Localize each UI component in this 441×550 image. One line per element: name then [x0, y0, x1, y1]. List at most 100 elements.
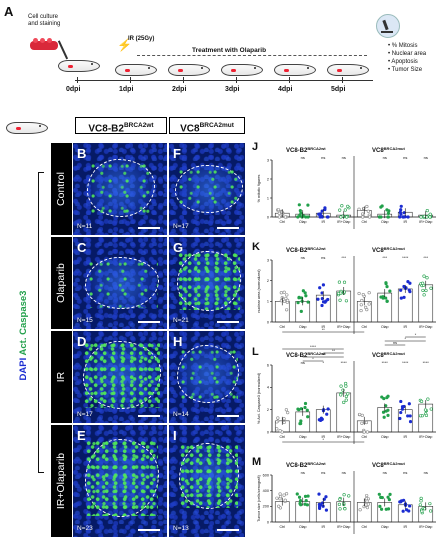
- chart-bracket-label: *: [312, 357, 314, 361]
- chart-data-point: [408, 504, 412, 508]
- charts-svg: J VC8-B2BRCA2wt VC8BRCA2mut 0 1 2 3 % mitotic f…: [252, 141, 436, 534]
- chart-x-tick-label: IR: [321, 525, 325, 529]
- chart-data-point: [278, 492, 282, 496]
- chart-data-point: [402, 284, 406, 289]
- chart-data-point: [299, 503, 303, 507]
- chart-x-tick-label: IR: [321, 220, 325, 224]
- chart-data-point: [277, 215, 282, 219]
- chart-data-point: [278, 495, 283, 499]
- setup-label: Cell culture and staining: [28, 14, 61, 27]
- microscope-icon: [376, 14, 400, 38]
- chart-x-tick-label: IR+Olap: [419, 525, 432, 529]
- chart-data-point: [306, 494, 310, 498]
- chart-data-point: [299, 211, 303, 215]
- chart-y-tick-label: 400: [263, 489, 269, 493]
- chart-data-point: [344, 381, 348, 386]
- chart-data-point: [285, 308, 289, 312]
- chart-data-point: [297, 407, 301, 412]
- chart-significance-label: ****: [423, 360, 430, 365]
- chart-data-point: [303, 401, 308, 406]
- chart-significance-label: ns: [321, 255, 325, 260]
- chart-data-point: [422, 293, 426, 297]
- chart-data-point: [360, 298, 364, 303]
- zebrafish-xenograft-icon: [6, 122, 48, 134]
- chart-data-point: [399, 399, 403, 404]
- chart-y-tick-label: 4: [267, 386, 269, 390]
- chart-data-point: [428, 212, 432, 216]
- chart-data-point: [388, 289, 392, 293]
- chart-data-point: [401, 215, 405, 219]
- chart-data-point: [343, 208, 347, 212]
- chart-data-point: [377, 492, 381, 496]
- chart-data-point: [399, 212, 403, 216]
- chart-data-point: [379, 507, 384, 511]
- timeline-tick: [130, 77, 131, 83]
- chart-y-tick-label: 2: [267, 177, 269, 181]
- chart-data-point: [406, 215, 410, 219]
- chart-data-point: [408, 420, 413, 424]
- chart-data-point: [429, 407, 433, 411]
- chart-data-point: [377, 215, 382, 219]
- chart-bracket-label: ****: [310, 345, 316, 349]
- chart-data-point: [276, 416, 280, 420]
- chart-data-point: [303, 494, 308, 498]
- chart-x-tick-label: IR+Olap: [337, 435, 350, 439]
- chart-data-point: [361, 215, 365, 219]
- chart-data-point: [359, 303, 363, 307]
- chart-data-point: [401, 509, 405, 513]
- column-title-mut: VC8BRCA2mut: [169, 117, 245, 134]
- chart-data-point: [323, 207, 327, 212]
- chart-data-point: [320, 417, 324, 421]
- chart-data-point: [365, 204, 369, 209]
- chart-x-tick-label: IR: [321, 435, 325, 439]
- chart-significance-label: ns: [424, 470, 428, 475]
- chart-x-tick-label: Ctrl: [279, 525, 285, 529]
- chart-data-point: [425, 276, 429, 280]
- chart-y-label: nuclear area (normalized): [257, 269, 261, 313]
- chart-data-point: [367, 302, 371, 306]
- chart-y-label: Tumor size (cells/xenograft): [257, 474, 261, 521]
- chart-data-point: [344, 398, 348, 402]
- chart-data-point: [424, 413, 429, 418]
- chart-x-tick-label: Olap: [381, 435, 389, 439]
- timeline-tick: [289, 77, 290, 83]
- chart-x-tick-label: Ctrl: [361, 525, 367, 529]
- chart-y-tick-label: 0: [267, 215, 269, 219]
- chart-data-point: [386, 211, 390, 215]
- chart-data-point: [317, 492, 321, 496]
- chart-x-tick-label: IR: [321, 325, 325, 329]
- column-title-wt: VC8-B2BRCA2wt: [75, 117, 167, 134]
- chart-y-tick-label: 600: [263, 473, 269, 477]
- chart-data-point: [279, 291, 283, 295]
- chart-x-tick-label: IR: [403, 220, 407, 224]
- chart-significance-label: ***: [341, 255, 346, 260]
- chart-data-point: [425, 209, 429, 213]
- chart-x-tick-label: IR: [403, 435, 407, 439]
- chart-data-point: [399, 204, 403, 208]
- chart-data-point: [387, 209, 391, 213]
- timeline-tick: [342, 77, 343, 83]
- chart-data-point: [282, 417, 286, 421]
- chart-data-point: [385, 299, 389, 303]
- chart-data-point: [386, 507, 391, 511]
- zebrafish-icon: [58, 60, 100, 72]
- readouts-list: • % Mitosis • Nuclear area • Apoptosis •…: [388, 43, 427, 73]
- chart-significance-label: ns: [321, 470, 325, 475]
- chart-data-point: [357, 207, 361, 211]
- chart-x-tick-label: Olap: [381, 325, 389, 329]
- chart-x-tick-label: IR+Olap: [337, 525, 350, 529]
- chart-data-point: [340, 204, 344, 208]
- chart-data-point: [301, 289, 305, 293]
- chart-y-tick-label: 0: [267, 520, 269, 524]
- chart-data-point: [324, 508, 329, 512]
- treatment-dashline: [137, 55, 367, 56]
- chart-data-point: [282, 493, 286, 497]
- chart-x-tick-label: IR+Olap: [419, 435, 432, 439]
- chart-data-point: [338, 507, 342, 511]
- chart-data-point: [426, 397, 430, 401]
- chart-data-point: [346, 392, 350, 396]
- chart-data-point: [277, 504, 281, 508]
- chart-data-point: [325, 412, 329, 416]
- chart-data-point: [297, 495, 302, 499]
- chart-data-point: [398, 215, 402, 219]
